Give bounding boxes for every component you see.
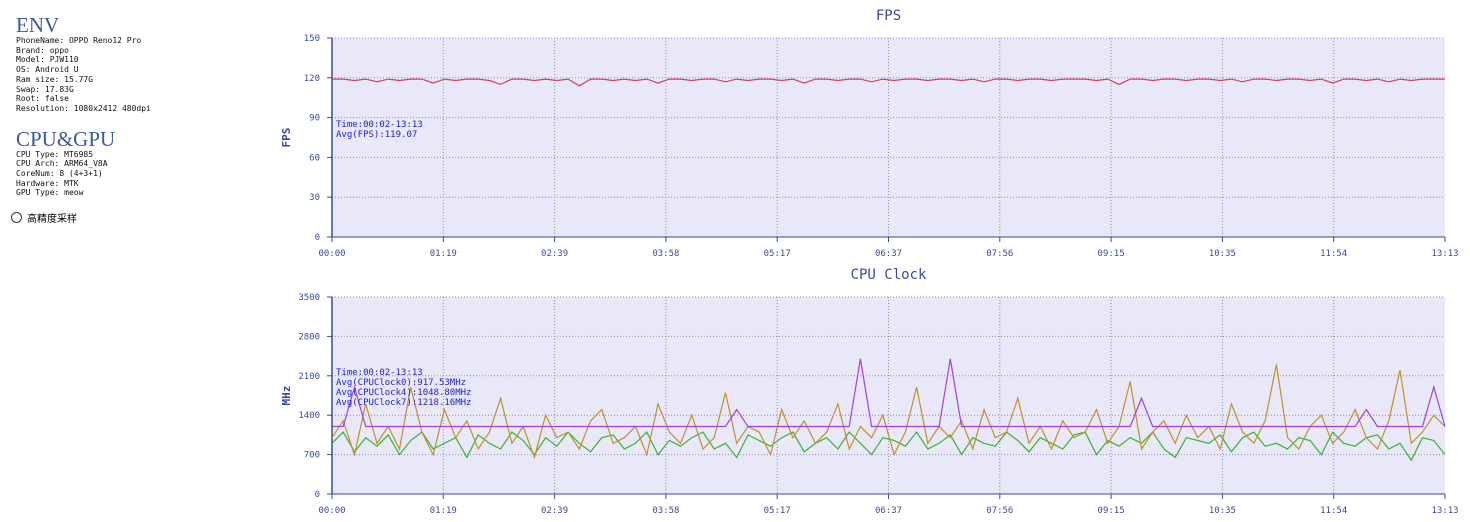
y-tick-label: 30 [309,193,320,203]
y-tick-label: 2800 [298,332,320,342]
x-tick-label: 06:37 [875,506,902,516]
info-line: Hardware: MTK [16,178,79,188]
info-line: CPU Type: MT6985 [16,149,94,159]
plot-area [332,297,1445,494]
x-tick-label: 05:17 [764,506,791,516]
y-tick-label: 0 [315,233,320,243]
y-tick-label: 90 [309,114,320,124]
info-line: PhoneName: OPPO Reno12 Pro [16,36,142,45]
info-line: Root: false [16,94,69,104]
y-tick-label: 120 [304,74,320,84]
chart-1: CPU Clock MHz 0 700 1400 2100 2800 3500 00:00 01:… [280,267,1459,516]
x-tick-label: 02:39 [541,506,568,516]
info-line: CoreNum: 8 (4+3+1) [16,169,103,179]
radio-circle-icon[interactable] [11,212,22,224]
x-tick-label: 02:39 [541,249,568,259]
env-list: PhoneName: OPPO Reno12 Pro Brand: oppo Mod… [16,36,266,114]
y-tick-label: 150 [304,34,320,44]
y-tick-label: 0 [315,490,320,500]
info-line: Swap: 17.83G [16,84,74,94]
x-tick-label: 11:54 [1320,506,1347,516]
info-line: Ram size: 15.77G [16,74,94,84]
annotation: Time:00:02-13:13 [336,120,423,130]
x-tick-label: 03:58 [652,249,679,259]
x-tick-label: 01:19 [430,506,457,516]
info-line: Model: PJW110 [16,55,79,65]
info-line: Brand: oppo [16,45,69,55]
x-tick-label: 13:13 [1431,249,1458,259]
info-panel: ENV PhoneName: OPPO Reno12 Pro Brand: opp… [11,13,266,225]
info-line: OS: Android U [16,65,79,75]
series-line-CPUClock4 [331,364,1446,460]
chart-0: FPS FPS 0 30 60 90 120 150 00:00 01:19 02:39 03:58 0… [280,8,1459,259]
x-tick-label: 07:56 [986,506,1013,516]
x-tick-label: 06:37 [875,249,902,259]
y-axis-label: FPS [280,128,293,148]
x-tick-label: 13:13 [1431,506,1458,516]
high-precision-radio[interactable]: 高精度采样 [11,210,266,225]
x-tick-label: 10:35 [1209,506,1236,516]
x-tick-label: 01:19 [430,249,457,259]
annotation: Avg(FPS):119.07 [336,130,417,140]
info-line: GPU Type: meow [16,188,84,198]
y-tick-label: 700 [304,451,320,461]
y-tick-label: 2100 [298,372,320,382]
x-tick-label: 10:35 [1209,249,1236,259]
annotation: Time:00:02-13:13 [336,368,423,378]
chart-title: CPU Clock [851,267,927,283]
y-tick-label: 1400 [298,411,320,421]
info-line: CPU Arch: ARM64_V8A [16,159,108,169]
env-title: ENV [16,13,60,37]
x-tick-label: 09:15 [1098,249,1125,259]
x-tick-label: 09:15 [1098,506,1125,516]
annotation: Avg(CPUClock4):1048.80MHz [336,388,471,398]
x-tick-label: 00:00 [318,506,345,516]
series-line-CPUClock0 [331,431,1446,462]
high-precision-label: 高精度采样 [27,214,77,226]
y-tick-label: 3500 [298,293,320,303]
x-tick-label: 03:58 [652,506,679,516]
series-line-CPUClock7 [332,358,1446,428]
annotation: Avg(CPUClock7):1218.16MHz [336,398,471,408]
x-tick-label: 11:54 [1320,249,1347,259]
annotation: Avg(CPUClock0):917.53MHz [336,378,466,388]
x-tick-label: 05:17 [764,249,791,259]
x-tick-label: 07:56 [986,249,1013,259]
series-line-FPS [332,78,1445,87]
info-line: Resolution: 1080x2412 480dpi [16,103,151,113]
chart-title: FPS [876,8,901,24]
y-axis-label: MHz [280,386,293,406]
cpugpu-list: CPU Type: MT6985 CPU Arch: ARM64_V8A CoreN… [16,150,266,199]
y-tick-label: 60 [309,153,320,163]
cpugpu-title: CPU&GPU [16,126,116,151]
x-tick-label: 00:00 [318,249,345,259]
